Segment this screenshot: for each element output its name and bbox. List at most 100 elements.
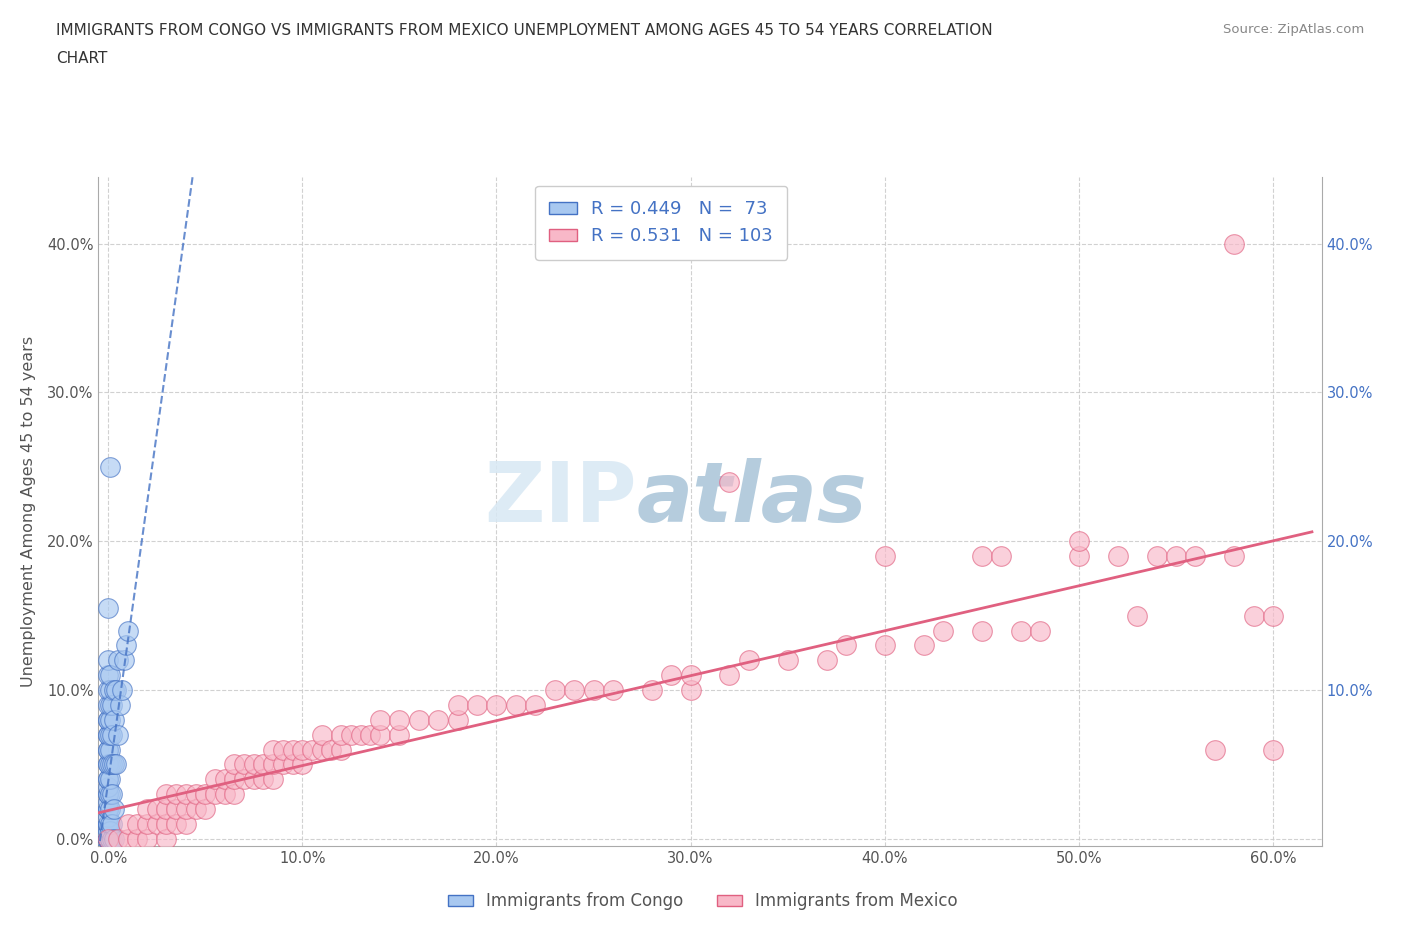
Point (103, 683, 125, 698)
Point (103, 831, 125, 846)
Text: CHART: CHART (56, 51, 108, 66)
Point (679, 683, 702, 698)
Point (97, 817, 120, 831)
Point (204, 787, 226, 802)
Point (97, 831, 120, 846)
Point (97, 653, 120, 668)
Point (107, 653, 129, 668)
Point (932, 623, 955, 638)
Point (97, 742, 120, 757)
Point (97, 601, 120, 616)
Point (98, 668, 121, 683)
Point (194, 787, 217, 802)
Point (1223, 549, 1246, 564)
Point (97, 712, 120, 727)
Point (224, 787, 246, 802)
Point (97, 794, 120, 809)
Point (330, 727, 353, 742)
Point (271, 757, 294, 772)
Point (427, 712, 450, 727)
Point (524, 698, 547, 712)
Point (127, 831, 149, 846)
Point (111, 683, 134, 698)
Legend: R = 0.449   N =  73, R = 0.531   N = 103: R = 0.449 N = 73, R = 0.531 N = 103 (536, 186, 787, 259)
Point (1010, 623, 1032, 638)
Point (101, 757, 124, 772)
Point (145, 817, 167, 831)
Point (912, 638, 935, 653)
Point (194, 802, 217, 817)
Point (1067, 549, 1090, 564)
Point (1029, 623, 1052, 638)
Point (224, 772, 246, 787)
Point (101, 698, 124, 712)
Point (103, 802, 125, 817)
Point (97, 757, 120, 772)
Point (446, 698, 468, 712)
Point (291, 757, 314, 772)
Point (101, 817, 124, 831)
Point (98, 772, 121, 787)
Point (544, 683, 567, 698)
Point (242, 757, 264, 772)
Point (97, 787, 120, 802)
Point (97, 727, 120, 742)
Point (97, 817, 120, 831)
Point (368, 712, 391, 727)
Point (281, 757, 304, 772)
Point (98, 712, 121, 727)
Point (214, 787, 236, 802)
Point (127, 817, 149, 831)
Point (970, 623, 993, 638)
Point (97, 831, 120, 846)
Point (101, 787, 124, 802)
Point (262, 757, 284, 772)
Point (1204, 742, 1226, 757)
Point (281, 742, 304, 757)
Point (107, 831, 129, 846)
Point (242, 772, 264, 787)
Point (718, 668, 741, 683)
Point (98, 742, 121, 757)
Point (97, 831, 120, 846)
Point (262, 772, 284, 787)
Point (165, 802, 187, 817)
Point (301, 742, 323, 757)
Point (97, 802, 120, 817)
Point (104, 757, 127, 772)
Point (776, 653, 799, 668)
Point (98, 824, 121, 839)
Point (1223, 236, 1246, 251)
Text: ZIP: ZIP (484, 458, 637, 538)
Point (1184, 549, 1206, 564)
Point (738, 653, 761, 668)
Text: Source: ZipAtlas.com: Source: ZipAtlas.com (1223, 23, 1364, 36)
Point (446, 712, 468, 727)
Point (990, 549, 1012, 564)
Point (262, 742, 284, 757)
Point (359, 727, 381, 742)
Point (155, 802, 177, 817)
Point (97, 824, 120, 839)
Point (1107, 549, 1129, 564)
Point (97, 742, 120, 757)
Point (136, 817, 159, 831)
Point (117, 817, 139, 831)
Point (252, 757, 274, 772)
Point (165, 787, 187, 802)
Point (174, 817, 197, 831)
Point (108, 698, 131, 712)
Point (97, 831, 120, 846)
Y-axis label: Unemployment Among Ages 45 to 54 years: Unemployment Among Ages 45 to 54 years (21, 336, 35, 687)
Point (388, 727, 411, 742)
Point (252, 772, 274, 787)
Point (97, 831, 120, 846)
Point (155, 787, 177, 802)
Point (679, 668, 702, 683)
Point (97, 817, 120, 831)
Point (659, 668, 682, 683)
Point (145, 802, 167, 817)
Point (98, 683, 121, 698)
Point (505, 698, 527, 712)
Point (311, 742, 333, 757)
